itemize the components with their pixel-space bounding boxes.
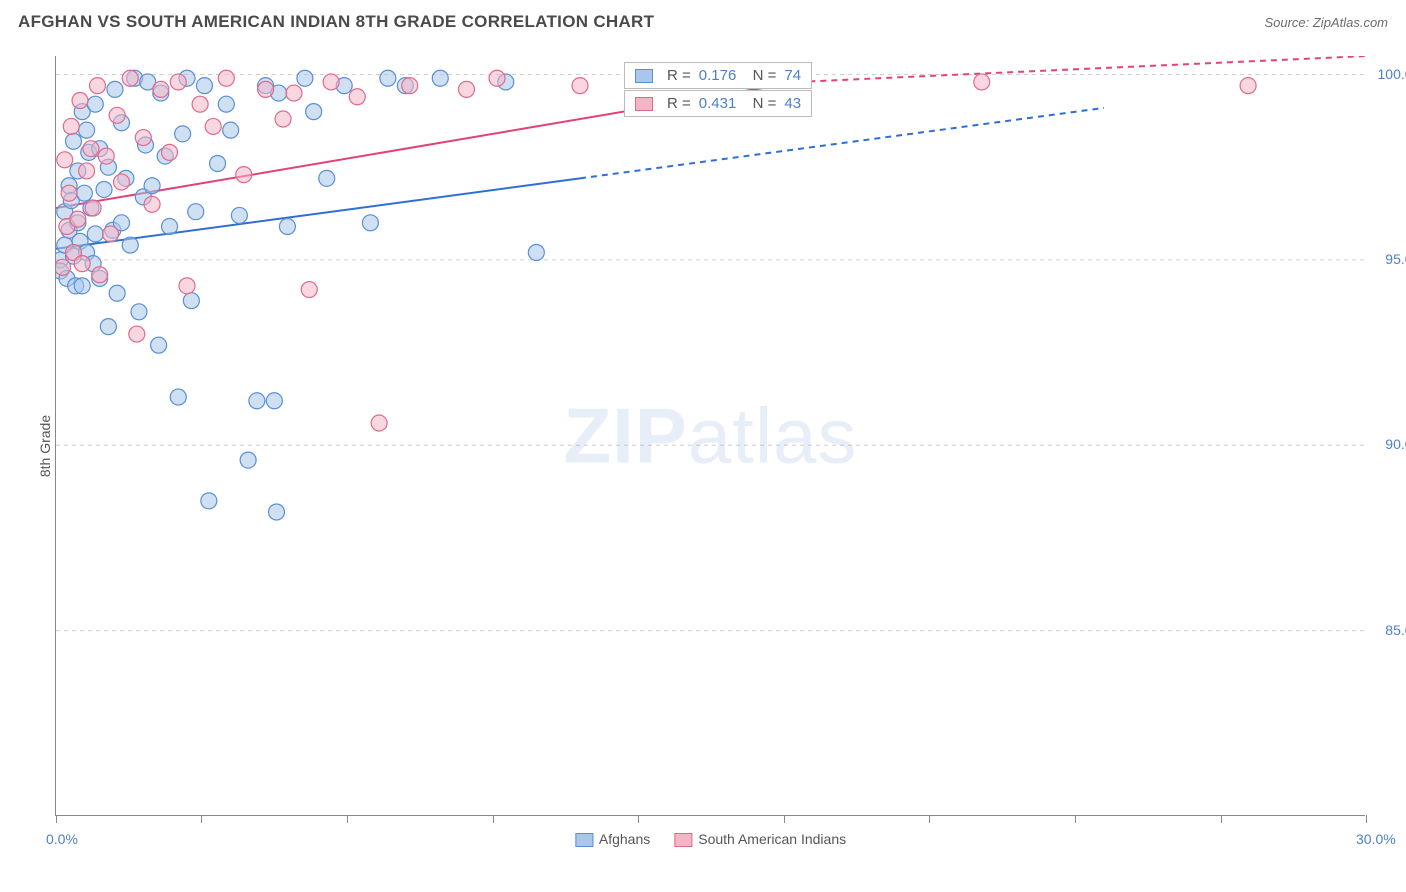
y-tick-label: 95.0%: [1385, 251, 1406, 267]
x-tick: [784, 815, 785, 823]
plot-area: ZIPatlas R = 0.176 N = 74R = 0.431 N = 4…: [55, 56, 1365, 816]
x-tick: [929, 815, 930, 823]
x-tick: [493, 815, 494, 823]
x-tick: [56, 815, 57, 823]
x-tick: [1366, 815, 1367, 823]
chart-container: AFGHAN VS SOUTH AMERICAN INDIAN 8TH GRAD…: [0, 0, 1406, 892]
stat-box: R = 0.431 N = 43: [624, 90, 812, 117]
legend-item: Afghans: [575, 831, 650, 847]
x-tick-label: 30.0%: [1356, 831, 1396, 847]
y-axis-label: 8th Grade: [37, 415, 53, 477]
y-tick-label: 85.0%: [1385, 622, 1406, 638]
title-bar: AFGHAN VS SOUTH AMERICAN INDIAN 8TH GRAD…: [0, 0, 1406, 32]
x-tick: [201, 815, 202, 823]
x-tick-label: 0.0%: [46, 831, 78, 847]
x-tick: [1075, 815, 1076, 823]
x-tick: [1221, 815, 1222, 823]
bottom-legend: Afghans South American Indians: [575, 831, 846, 847]
y-tick-label: 100.0%: [1378, 66, 1406, 82]
stat-box: R = 0.176 N = 74: [624, 62, 812, 89]
source-credit: Source: ZipAtlas.com: [1264, 15, 1388, 30]
legend-item: South American Indians: [674, 831, 846, 847]
chart-svg: [56, 56, 1366, 816]
chart-title: AFGHAN VS SOUTH AMERICAN INDIAN 8TH GRAD…: [18, 12, 654, 32]
x-tick: [638, 815, 639, 823]
x-tick: [347, 815, 348, 823]
y-tick-label: 90.0%: [1385, 436, 1406, 452]
